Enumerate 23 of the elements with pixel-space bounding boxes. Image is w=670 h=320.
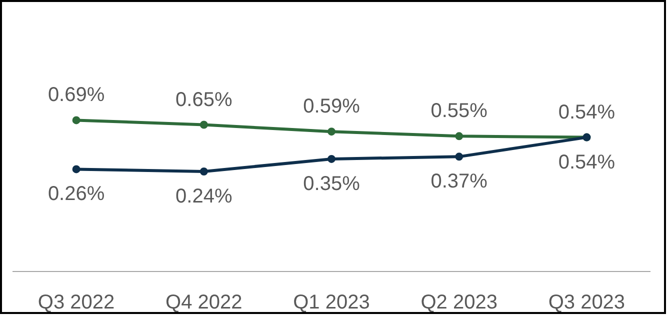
x-tick-label: Q1 2023: [293, 292, 370, 314]
data-label: 0.24%: [176, 185, 232, 208]
data-label: 0.59%: [303, 96, 360, 118]
x-tick-label: Q3 2022: [38, 292, 115, 314]
x-tick-label: Q3 2023: [548, 292, 626, 314]
point: [455, 132, 464, 140]
data-label: 0.65%: [176, 88, 232, 111]
data-label: 0.37%: [430, 170, 488, 193]
data-label: 0.69%: [48, 84, 105, 106]
data-label: 0.54%: [558, 151, 616, 174]
point: [200, 120, 208, 129]
point: [328, 128, 336, 136]
point: [328, 154, 336, 163]
point: [72, 165, 80, 174]
data-label: 0.35%: [303, 172, 360, 195]
data-label: 0.54%: [558, 101, 616, 124]
point: [72, 116, 80, 124]
point: [200, 167, 208, 176]
x-tick-label: Q4 2022: [166, 292, 242, 314]
x-tick-label: Q2 2023: [420, 292, 498, 314]
data-label: 0.26%: [48, 183, 105, 206]
data-label: 0.55%: [430, 100, 488, 122]
point: [455, 152, 464, 161]
